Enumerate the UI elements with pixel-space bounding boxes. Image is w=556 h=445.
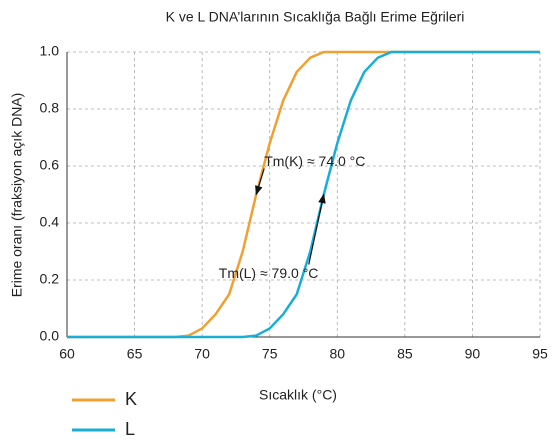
y-tick-label: 0.8: [40, 100, 60, 116]
y-tick-label: 0.2: [40, 271, 60, 287]
x-tick-label: 80: [329, 346, 345, 362]
line-series: [67, 50, 540, 339]
annotation: Tm(K) ≈ 74.0 °C: [264, 153, 365, 169]
x-tick-label: 65: [127, 346, 143, 362]
legend-label: L: [125, 419, 135, 439]
x-axis-label: Sıcaklık (°C): [259, 387, 337, 403]
y-axis-label: Erime oranı (fraksiyon açık DNA): [9, 93, 25, 298]
x-tick-label: 95: [532, 346, 548, 362]
chart-title: K ve L DNA’larının Sıcaklığa Bağlı Erime…: [166, 9, 465, 25]
annotation-arrow: [255, 168, 265, 196]
y-tick-label: 0.0: [40, 328, 60, 344]
legend-label: K: [125, 389, 137, 409]
y-tick-label: 0.4: [40, 214, 60, 230]
y-tick-label: 0.6: [40, 157, 60, 173]
x-tick-label: 70: [194, 346, 210, 362]
annotation-arrow: [308, 193, 326, 265]
x-tick-label: 60: [59, 346, 75, 362]
y-tick-label: 1.0: [40, 43, 60, 59]
x-tick-label: 85: [397, 346, 413, 362]
annotation: Tm(L) ≈ 79.0 °C: [219, 265, 319, 281]
x-tick-label: 75: [262, 346, 278, 362]
line-series: [67, 50, 540, 339]
x-tick-label: 90: [465, 346, 481, 362]
